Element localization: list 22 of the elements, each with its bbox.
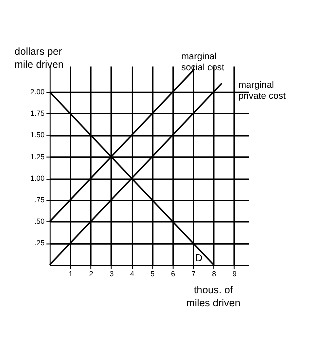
x-tick-label: 3: [110, 270, 114, 279]
series-label: marginal social cost: [181, 52, 226, 73]
x-tick-label: 5: [150, 270, 155, 279]
x-tick-label: 4: [130, 270, 134, 279]
x-tick-label: 8: [212, 270, 216, 279]
x-tick-label: 1: [68, 270, 73, 279]
y-tick-label: 2.00: [30, 87, 45, 96]
x-axis-title: thous. of miles driven: [186, 286, 241, 310]
y-tick-label: .75: [34, 196, 45, 205]
y-axis-title: dollars per mile driven: [14, 47, 64, 72]
y-tick-label: 1.00: [30, 174, 45, 183]
x-tick-label: 7: [192, 270, 196, 279]
x-tick-label: 6: [171, 270, 176, 279]
x-tick-label: 9: [232, 270, 237, 279]
series-label: D: [195, 253, 203, 264]
y-tick-label: 1.75: [30, 109, 45, 118]
y-tick-label: 1.25: [30, 152, 45, 162]
x-tick-label: 2: [89, 270, 94, 279]
y-tick-label: .25: [34, 238, 45, 248]
y-tick-label: .50: [34, 217, 45, 226]
y-tick-label: 1.50: [30, 130, 45, 140]
series-label: marginal private cost: [238, 80, 286, 102]
